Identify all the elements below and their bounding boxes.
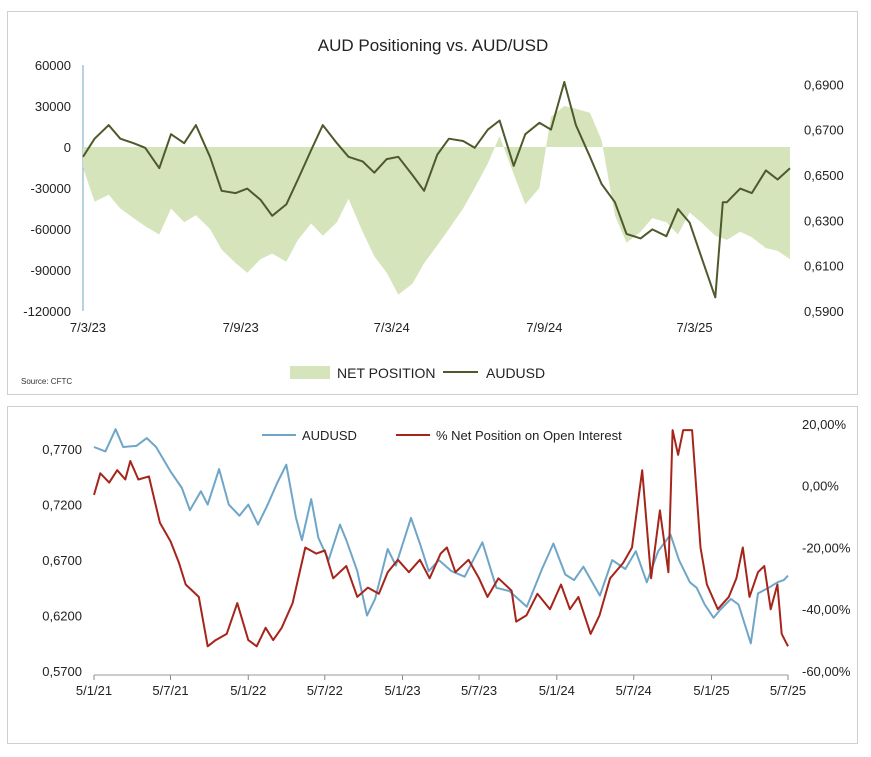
legend-swatch-net-position xyxy=(290,366,330,379)
x-tick-label: 5/7/22 xyxy=(307,683,343,698)
left-tick-label: -90000 xyxy=(31,263,71,278)
right-tick-label: 20,00% xyxy=(802,417,847,432)
left-tick-label: 0 xyxy=(64,140,71,155)
top-chart-panel: AUD Positioning vs. AUD/USD Source: CFTC… xyxy=(7,11,858,395)
right-tick-label: 0,6900 xyxy=(804,77,844,92)
right-tick-label: 0,00% xyxy=(802,479,839,494)
x-tick-label: 7/3/23 xyxy=(70,320,106,335)
left-tick-label: -60000 xyxy=(31,222,71,237)
x-tick-label: 5/1/23 xyxy=(384,683,420,698)
right-tick-label: 0,6300 xyxy=(804,213,844,228)
x-tick-label: 5/7/25 xyxy=(770,683,806,698)
x-tick-label: 5/7/21 xyxy=(152,683,188,698)
right-tick-label: 0,5900 xyxy=(804,304,844,319)
x-tick-label: 7/9/24 xyxy=(526,320,562,335)
x-tick-label: 5/7/24 xyxy=(616,683,652,698)
series-line--net-position-on-open-interest xyxy=(93,429,789,648)
left-tick-label: -30000 xyxy=(31,181,71,196)
x-tick-label: 5/1/24 xyxy=(539,683,575,698)
right-tick-label: 0,6100 xyxy=(804,259,844,274)
left-tick-label: -120000 xyxy=(23,304,71,319)
right-tick-label: -60,00% xyxy=(802,664,851,679)
left-tick-label: 0,7200 xyxy=(42,498,82,513)
series-line-audusd xyxy=(93,428,789,645)
x-tick-label: 7/3/25 xyxy=(676,320,712,335)
legend: NET POSITION AUDUSD xyxy=(290,365,545,381)
x-tick-label: 7/9/23 xyxy=(223,320,259,335)
x-tick-label: 5/1/25 xyxy=(693,683,729,698)
right-tick-label: -40,00% xyxy=(802,602,851,617)
left-tick-label: 0,5700 xyxy=(42,664,82,679)
legend-label-net-oi: % Net Position on Open Interest xyxy=(436,428,622,443)
legend-label-audusd: AUDUSD xyxy=(302,428,357,443)
positioning-chart: AUD Positioning vs. AUD/USD Source: CFTC… xyxy=(21,36,844,386)
x-tick-label: 5/1/22 xyxy=(230,683,266,698)
left-tick-label: 0,6200 xyxy=(42,609,82,624)
legend-label-audusd: AUDUSD xyxy=(486,365,545,381)
series-area-net-position xyxy=(83,106,790,295)
right-tick-label: 0,6500 xyxy=(804,168,844,183)
left-tick-label: 30000 xyxy=(35,99,71,114)
bottom-chart-panel: 0,7700 0,7200 0,6700 0,6200 0,5700 20,00% 0,00… xyxy=(7,406,858,744)
legend: AUDUSD % Net Position on Open Interest xyxy=(262,428,622,443)
source-note: Source: CFTC xyxy=(21,377,72,386)
chart-title: AUD Positioning vs. AUD/USD xyxy=(318,36,549,55)
left-tick-label: 0,6700 xyxy=(42,553,82,568)
x-tick-label: 7/3/24 xyxy=(374,320,410,335)
right-tick-label: -20,00% xyxy=(802,540,851,555)
left-tick-label: 60000 xyxy=(35,58,71,73)
series-line-audusd xyxy=(82,81,791,299)
x-tick-label: 5/1/21 xyxy=(76,683,112,698)
x-tick-label: 5/7/23 xyxy=(461,683,497,698)
left-tick-label: 0,7700 xyxy=(42,442,82,457)
net-position-oi-chart: 0,7700 0,7200 0,6700 0,6200 0,5700 20,00% 0,00… xyxy=(42,417,851,698)
right-tick-label: 0,6700 xyxy=(804,123,844,138)
legend-label-net-position: NET POSITION xyxy=(337,365,436,381)
